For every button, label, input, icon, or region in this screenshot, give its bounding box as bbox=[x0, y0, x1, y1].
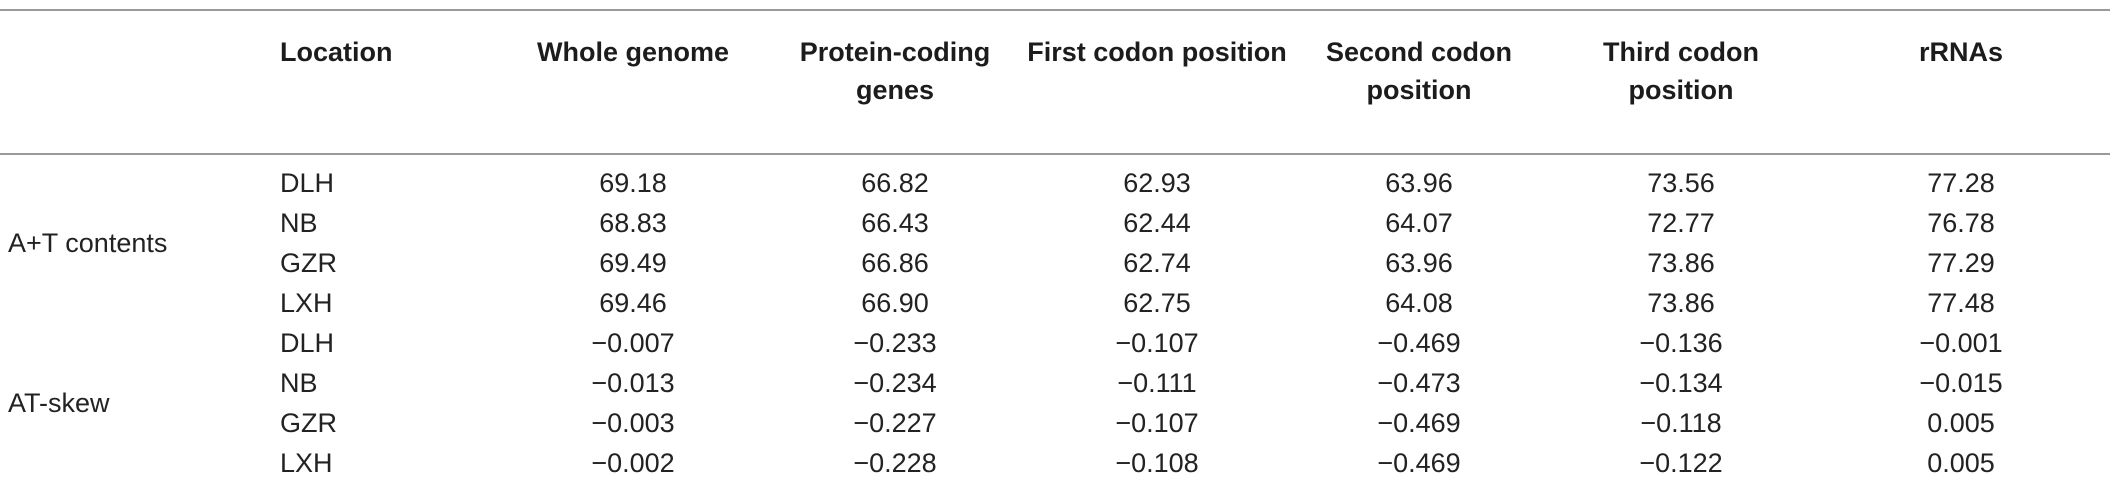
table-row: NB 68.83 66.43 62.44 64.07 72.77 76.78 bbox=[0, 203, 2110, 243]
table-header: Location Whole genome Protein-coding gen… bbox=[0, 10, 2110, 154]
cell-rrnas: −0.001 bbox=[1919, 328, 2003, 358]
cell-location: NB bbox=[280, 368, 318, 398]
table-row: NB −0.013 −0.234 −0.111 −0.473 −0.134 −0.015 bbox=[0, 363, 2110, 403]
cell-rrnas: 0.005 bbox=[1927, 448, 1995, 478]
table-row: LXH −0.002 −0.228 −0.108 −0.469 −0.122 0.005 bbox=[0, 443, 2110, 483]
header-row: Location Whole genome Protein-coding gen… bbox=[0, 10, 2110, 154]
cell-whole-genome: 69.46 bbox=[599, 288, 667, 318]
cell-first-codon: 62.93 bbox=[1123, 168, 1191, 198]
cell-third-codon: −0.134 bbox=[1639, 368, 1723, 398]
cell-whole-genome: −0.002 bbox=[591, 448, 675, 478]
cell-location: GZR bbox=[280, 408, 337, 438]
cell-protein-coding: 66.82 bbox=[861, 168, 929, 198]
header-rrnas: rRNAs bbox=[1918, 37, 2004, 67]
table-row: GZR 69.49 66.86 62.74 63.96 73.86 77.29 bbox=[0, 243, 2110, 283]
cell-whole-genome: −0.003 bbox=[591, 408, 675, 438]
cell-protein-coding: 66.86 bbox=[861, 248, 929, 278]
cell-protein-coding: −0.228 bbox=[853, 448, 937, 478]
cell-first-codon: −0.107 bbox=[1115, 408, 1199, 438]
cell-first-codon: −0.107 bbox=[1115, 328, 1199, 358]
cell-rrnas: 76.78 bbox=[1927, 208, 1995, 238]
cell-protein-coding: −0.227 bbox=[853, 408, 937, 438]
header-location: Location bbox=[280, 37, 393, 67]
cell-first-codon: 62.75 bbox=[1123, 288, 1191, 318]
cell-second-codon: −0.473 bbox=[1377, 368, 1461, 398]
cell-rrnas: 77.29 bbox=[1927, 248, 1995, 278]
cell-protein-coding: 66.90 bbox=[861, 288, 929, 318]
cell-location: GZR bbox=[280, 248, 337, 278]
table-row: A+T contents DLH 69.18 66.82 62.93 63.96 73.56… bbox=[0, 154, 2110, 258]
cell-first-codon: −0.108 bbox=[1115, 448, 1199, 478]
table-body: A+T contents DLH 69.18 66.82 62.93 63.96 73.56… bbox=[0, 154, 2110, 483]
table-row: GZR −0.003 −0.227 −0.107 −0.469 −0.118 0.005 bbox=[0, 403, 2110, 443]
cell-first-codon: 62.44 bbox=[1123, 208, 1191, 238]
cell-third-codon: −0.118 bbox=[1640, 408, 1722, 438]
cell-third-codon: 73.86 bbox=[1647, 288, 1715, 318]
header-second-codon: Second codon position bbox=[1325, 37, 1512, 105]
cell-whole-genome: 68.83 bbox=[599, 208, 667, 238]
cell-second-codon: −0.469 bbox=[1377, 408, 1461, 438]
cell-rrnas: 77.28 bbox=[1927, 168, 1995, 198]
header-whole-genome: Whole genome bbox=[536, 37, 729, 67]
cell-protein-coding: −0.234 bbox=[853, 368, 937, 398]
cell-second-codon: 63.96 bbox=[1385, 248, 1453, 278]
cell-third-codon: 72.77 bbox=[1647, 208, 1715, 238]
cell-rrnas: −0.015 bbox=[1919, 368, 2003, 398]
cell-location: LXH bbox=[280, 288, 333, 318]
header-group bbox=[0, 10, 272, 154]
cell-location: DLH bbox=[280, 328, 335, 358]
cell-first-codon: 62.74 bbox=[1123, 248, 1191, 278]
cell-second-codon: 64.08 bbox=[1385, 288, 1453, 318]
cell-protein-coding: 66.43 bbox=[861, 208, 929, 238]
cell-whole-genome: 69.18 bbox=[599, 168, 667, 198]
cell-location: NB bbox=[280, 208, 318, 238]
group-label: AT-skew bbox=[8, 388, 110, 418]
cell-location: DLH bbox=[280, 168, 335, 198]
cell-location: LXH bbox=[280, 448, 333, 478]
composition-table: Location Whole genome Protein-coding gen… bbox=[0, 9, 2110, 483]
cell-rrnas: 0.005 bbox=[1927, 408, 1995, 438]
cell-second-codon: −0.469 bbox=[1377, 448, 1461, 478]
cell-third-codon: −0.122 bbox=[1639, 448, 1723, 478]
cell-protein-coding: −0.233 bbox=[853, 328, 937, 358]
cell-third-codon: 73.56 bbox=[1647, 168, 1715, 198]
table-row: AT-skew DLH −0.007 −0.233 −0.107 −0.469 −0.136… bbox=[0, 323, 2110, 418]
header-third-codon: Third codon position bbox=[1603, 37, 1759, 105]
cell-whole-genome: −0.013 bbox=[591, 368, 675, 398]
header-first-codon: First codon position bbox=[1027, 37, 1287, 67]
cell-third-codon: −0.136 bbox=[1639, 328, 1723, 358]
cell-rrnas: 77.48 bbox=[1927, 288, 1995, 318]
group-label: A+T contents bbox=[8, 228, 168, 258]
table-row: LXH 69.46 66.90 62.75 64.08 73.86 77.48 bbox=[0, 283, 2110, 323]
header-protein-coding: Protein-coding genes bbox=[799, 37, 991, 105]
cell-whole-genome: −0.007 bbox=[591, 328, 675, 358]
cell-second-codon: 64.07 bbox=[1385, 208, 1453, 238]
cell-second-codon: −0.469 bbox=[1377, 328, 1461, 358]
cell-whole-genome: 69.49 bbox=[599, 248, 667, 278]
cell-second-codon: 63.96 bbox=[1385, 168, 1453, 198]
cell-third-codon: 73.86 bbox=[1647, 248, 1715, 278]
cell-first-codon: −0.111 bbox=[1117, 368, 1197, 398]
